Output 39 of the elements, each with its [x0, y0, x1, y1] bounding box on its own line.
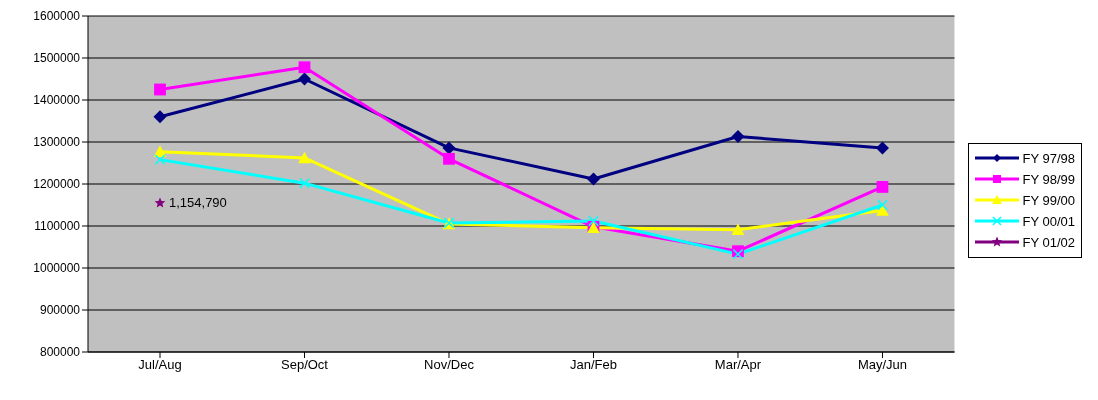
y-tick-label: 1100000 — [34, 219, 81, 234]
legend-label: FY 00/01 — [1022, 213, 1075, 229]
x-tick-label: Mar/Apr — [714, 357, 762, 373]
point — [875, 141, 889, 155]
point — [154, 83, 166, 96]
legend-label: FY 99/00 — [1022, 192, 1075, 208]
point — [297, 72, 311, 86]
x-tick-label: Nov/Dec — [424, 357, 475, 373]
point — [153, 110, 167, 124]
y-tick-label: 1000000 — [33, 261, 81, 276]
y-tick-label: 1200000 — [33, 177, 81, 192]
legend-label: FY 98/99 — [1022, 171, 1075, 187]
legend-label: FY 01/02 — [1022, 234, 1075, 250]
data-label: 1,154,790 — [169, 194, 227, 210]
point — [442, 141, 456, 155]
point — [586, 172, 600, 186]
point — [731, 223, 745, 236]
y-tick-label: 1600000 — [33, 9, 81, 24]
point — [731, 130, 745, 144]
point — [876, 204, 889, 216]
legend-label: FY 97/98 — [1022, 150, 1075, 166]
point — [588, 215, 599, 227]
point — [154, 154, 166, 166]
x-tick-label: Jan/Feb — [569, 357, 617, 373]
x-tick-label: Jul/Aug — [138, 357, 182, 373]
y-tick-label: 1500000 — [33, 51, 81, 66]
point — [299, 177, 310, 189]
point — [876, 181, 889, 193]
point — [154, 197, 166, 208]
y-tick-label: 800000 — [39, 345, 81, 360]
y-tick-label: 900000 — [39, 303, 81, 318]
y-tick-label: 1400000 — [33, 93, 81, 108]
point — [298, 151, 311, 164]
point — [443, 152, 455, 165]
point — [877, 199, 888, 211]
y-tick-label: 1300000 — [33, 135, 81, 150]
point — [298, 61, 311, 74]
x-tick-label: May/Jun — [857, 357, 908, 373]
x-tick-label: Sep/Oct — [281, 357, 329, 373]
